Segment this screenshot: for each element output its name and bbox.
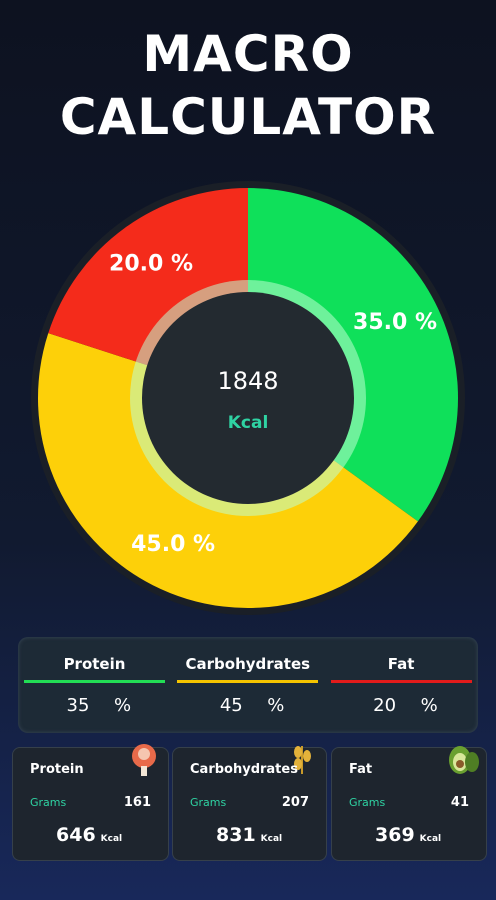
column-name: Fat [387,655,415,673]
kcal-row: 646 Kcal [56,824,122,846]
card-icon [294,746,311,774]
kcal-value: 369 [375,824,415,846]
percent-unit: % [114,695,132,716]
macro-card: Protein Grams 161 646 Kcal [12,744,169,861]
segment-label: 45.0 % [131,532,215,557]
title-line: MACRO [142,25,354,83]
kcal-value: 646 [56,824,96,846]
column-line [24,680,165,683]
center-value: 1848 [217,367,278,395]
title-line: CALCULATOR [59,88,437,146]
macro-card: Carbohydrates Grams 207 831 Kcal [172,746,327,861]
grams-value: 207 [281,795,309,810]
grams-label: Grams [349,796,386,809]
percent-unit: % [420,695,438,716]
column-line [177,680,319,683]
split-column: Fat 20% [325,637,478,733]
percent-value: 20 [373,695,397,716]
card-name: Fat [349,762,373,777]
column-name: Carbohydrates [185,655,311,673]
grams-value: 41 [450,795,469,810]
card-icon [132,744,156,776]
percent-value: 45 [219,695,243,716]
kcal-value: 831 [216,824,256,846]
kcal-row: 831 Kcal [216,824,282,846]
card-name: Protein [30,762,84,777]
grams-label: Grams [30,796,67,809]
column-line [330,680,472,683]
grams-label: Grams [190,796,227,809]
split-column: Carbohydrates 45% [171,637,324,733]
card-name: Carbohydrates [190,762,298,777]
percent-unit: % [267,695,285,716]
grams-value: 161 [123,795,151,810]
donut-chart: 35.0 % 45.0 % 20.0 % 1848 Kcal [31,181,465,615]
kcal-unit: Kcal [419,834,442,844]
center-label: Kcal [228,413,269,433]
kcal-row: 369 Kcal [375,824,441,846]
kcal-unit: Kcal [260,834,283,844]
card-icon [449,746,479,774]
percent-value: 35 [66,695,90,716]
split-panel: Protein 35% Carbohydrates 45% Fat 20% [18,637,478,733]
kcal-unit: Kcal [100,834,123,844]
split-column: Protein 35% [18,637,171,733]
macro-card: Fat Grams 41 369 Kcal [331,746,487,861]
segment-label: 35.0 % [353,310,437,335]
segment-label: 20.0 % [109,252,193,277]
column-name: Protein [63,655,126,673]
inner-hole [142,292,354,504]
